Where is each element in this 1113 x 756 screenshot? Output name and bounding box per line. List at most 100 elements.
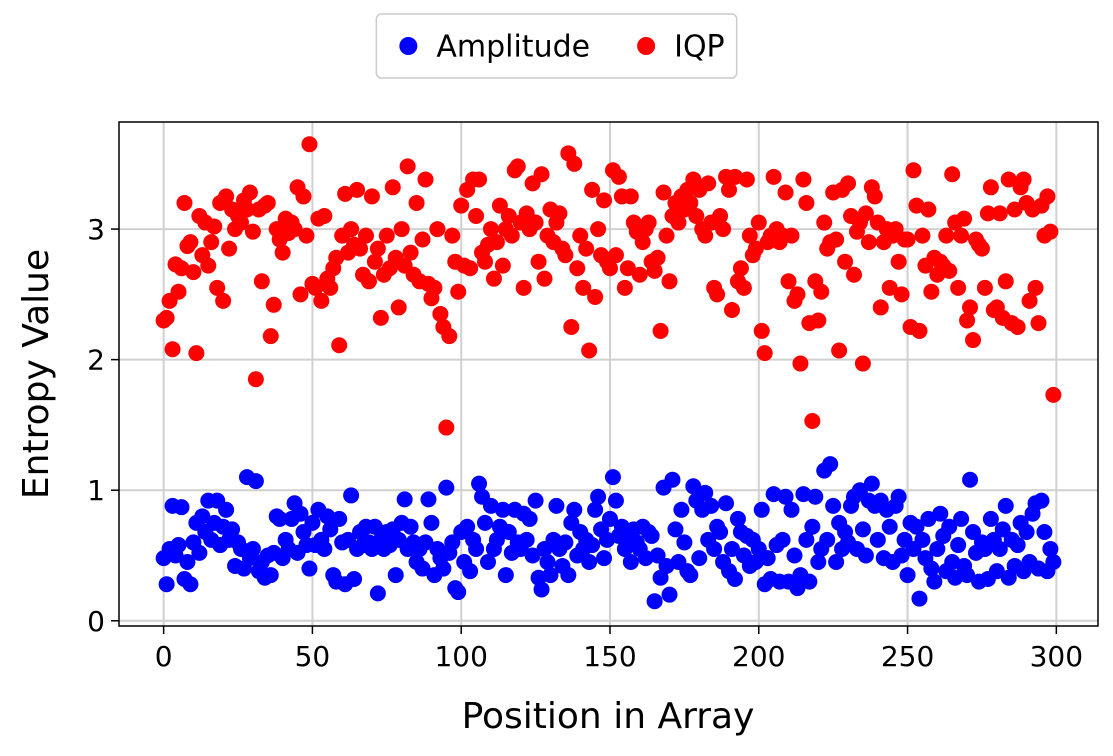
point bbox=[607, 247, 624, 264]
point bbox=[468, 208, 485, 225]
point bbox=[206, 218, 223, 235]
point bbox=[991, 540, 1008, 557]
point bbox=[920, 201, 937, 218]
point bbox=[1033, 492, 1050, 509]
point bbox=[1030, 315, 1047, 332]
point bbox=[477, 253, 494, 270]
point bbox=[262, 567, 279, 584]
point bbox=[420, 491, 437, 508]
point bbox=[723, 302, 740, 319]
point bbox=[539, 554, 556, 571]
point bbox=[378, 227, 395, 244]
point bbox=[423, 514, 440, 531]
x-tick-label: 200 bbox=[732, 640, 785, 673]
point bbox=[292, 505, 309, 522]
point bbox=[712, 523, 729, 540]
y-tick-label: 0 bbox=[87, 605, 105, 638]
legend-item: Amplitude bbox=[399, 30, 590, 65]
point bbox=[566, 501, 583, 518]
point bbox=[866, 188, 883, 205]
point bbox=[319, 508, 336, 525]
point bbox=[185, 264, 202, 281]
point bbox=[825, 497, 842, 514]
point bbox=[218, 188, 235, 205]
point bbox=[414, 560, 431, 577]
point bbox=[259, 194, 276, 211]
point bbox=[941, 518, 958, 535]
point bbox=[926, 573, 943, 590]
point bbox=[453, 197, 470, 214]
point bbox=[661, 586, 678, 603]
point bbox=[718, 495, 735, 512]
point bbox=[188, 345, 205, 362]
point bbox=[343, 487, 360, 504]
point bbox=[1039, 188, 1056, 205]
point bbox=[953, 510, 970, 527]
point bbox=[438, 479, 455, 496]
point bbox=[238, 201, 255, 218]
point bbox=[233, 214, 250, 231]
point bbox=[497, 567, 514, 584]
point bbox=[182, 576, 199, 593]
legend-label: IQP bbox=[674, 30, 725, 65]
point bbox=[807, 488, 824, 505]
point bbox=[652, 322, 669, 339]
point bbox=[658, 227, 675, 244]
point bbox=[548, 497, 565, 514]
point bbox=[203, 234, 220, 251]
point bbox=[607, 492, 624, 509]
point bbox=[247, 473, 264, 490]
point bbox=[753, 501, 770, 518]
point bbox=[929, 540, 946, 557]
point bbox=[1009, 318, 1026, 335]
point bbox=[649, 249, 666, 266]
point bbox=[715, 221, 732, 238]
point bbox=[209, 279, 226, 296]
y-tick-label: 2 bbox=[87, 344, 105, 377]
point bbox=[1021, 292, 1038, 309]
point bbox=[709, 286, 726, 303]
legend: Amplitude IQP bbox=[375, 13, 738, 79]
point bbox=[482, 221, 499, 238]
point bbox=[471, 171, 488, 188]
point bbox=[703, 497, 720, 514]
point bbox=[304, 514, 321, 531]
point bbox=[750, 214, 767, 231]
point bbox=[723, 540, 740, 557]
y-tick-label: 3 bbox=[87, 213, 105, 246]
point bbox=[527, 214, 544, 231]
x-tick-label: 100 bbox=[434, 640, 487, 673]
point bbox=[566, 155, 583, 172]
point bbox=[471, 475, 488, 492]
point bbox=[224, 521, 241, 538]
point bbox=[914, 227, 931, 244]
point bbox=[518, 531, 535, 548]
point bbox=[854, 521, 871, 538]
point bbox=[459, 518, 476, 535]
point bbox=[301, 560, 318, 577]
point bbox=[479, 554, 496, 571]
plot-frame bbox=[118, 121, 1099, 627]
point bbox=[783, 501, 800, 518]
point bbox=[584, 181, 601, 198]
point bbox=[1042, 540, 1059, 557]
x-tick-label: 0 bbox=[155, 640, 173, 673]
point bbox=[845, 266, 862, 283]
point bbox=[176, 194, 193, 211]
point bbox=[923, 283, 940, 300]
legend-marker bbox=[637, 37, 656, 55]
point bbox=[616, 279, 633, 296]
point bbox=[372, 309, 389, 326]
point bbox=[429, 221, 446, 238]
point bbox=[604, 469, 621, 486]
point bbox=[798, 531, 815, 548]
point bbox=[643, 527, 660, 544]
point bbox=[691, 550, 708, 567]
point bbox=[170, 537, 187, 554]
point bbox=[726, 168, 743, 185]
point bbox=[560, 567, 577, 584]
point bbox=[676, 534, 693, 551]
point bbox=[515, 279, 532, 296]
point bbox=[444, 534, 461, 551]
